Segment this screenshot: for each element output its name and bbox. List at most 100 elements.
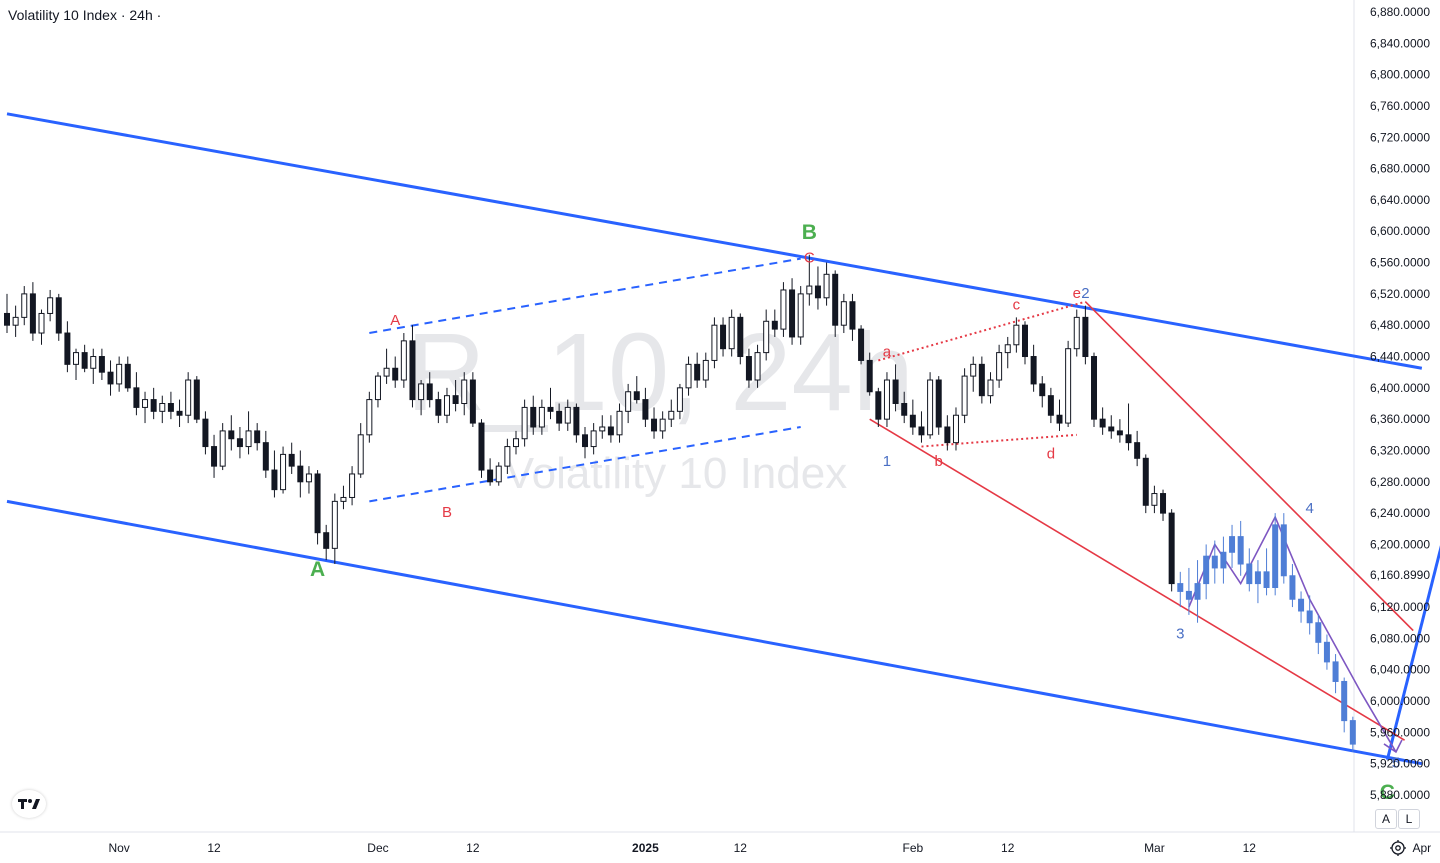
candle (573, 403, 580, 443)
candle-body (564, 406, 571, 424)
candle (676, 383, 683, 420)
candle-body (1220, 551, 1227, 569)
candle-body (107, 371, 114, 385)
candle (418, 380, 425, 416)
candle-body (858, 328, 865, 361)
wave-label: 1 (883, 453, 891, 470)
candle (452, 380, 459, 412)
x-tick-label: 12 (207, 841, 221, 855)
y-tick-label: 6,160.8990 (1370, 568, 1430, 582)
gear-icon[interactable] (1388, 838, 1408, 858)
wave-label: B (802, 221, 817, 244)
wave-label: C (804, 250, 815, 267)
candle (1021, 321, 1028, 365)
candle (1332, 654, 1339, 694)
candle-body (435, 399, 442, 416)
tradingview-logo-icon[interactable] (12, 790, 46, 818)
candle-body (711, 324, 718, 361)
x-tick-label: 12 (1243, 841, 1257, 855)
candle-body (1030, 356, 1037, 385)
candle-body (556, 410, 563, 424)
candle-body (1254, 571, 1261, 585)
candle-body (1056, 414, 1063, 424)
candle (487, 458, 494, 486)
candle-body (133, 387, 140, 408)
candle-body (935, 379, 942, 428)
candle (866, 352, 873, 396)
candle-body (219, 430, 226, 467)
candle (875, 387, 882, 427)
candle-body (383, 367, 390, 377)
candle (1203, 544, 1210, 600)
candle-body (1289, 575, 1296, 600)
candle (789, 278, 796, 345)
candle-body (90, 356, 97, 369)
y-tick-label: 6,200.0000 (1370, 537, 1430, 551)
candle-body (1341, 680, 1348, 722)
candle (1073, 309, 1080, 357)
candle (728, 309, 735, 357)
candle-body (521, 406, 528, 440)
candle (461, 372, 468, 416)
candle (582, 426, 589, 459)
log-scale-button[interactable]: L (1398, 809, 1420, 829)
candle-body (64, 332, 71, 365)
candle (374, 372, 381, 408)
candle-body (763, 320, 770, 354)
candle-body (970, 363, 977, 377)
candle-body (478, 422, 485, 471)
x-tick-label: Mar (1144, 841, 1165, 855)
candle (280, 446, 287, 494)
candle (702, 352, 709, 388)
candle (1125, 403, 1132, 451)
candle-body (47, 297, 54, 314)
candle-body (193, 379, 200, 420)
trendline-dotted (878, 300, 1086, 362)
candle (193, 376, 200, 424)
candle-body (469, 379, 476, 424)
candle (150, 387, 157, 420)
y-tick-label: 6,560.0000 (1370, 256, 1430, 270)
candle-body (901, 403, 908, 416)
candle (167, 391, 174, 420)
candle-body (262, 442, 269, 471)
y-tick-label: 6,320.0000 (1370, 443, 1430, 457)
candle (98, 348, 105, 381)
time-axis[interactable]: Nov12Dec12202512Feb12Mar12Apr12 (108, 841, 1440, 855)
candle-body (400, 340, 407, 381)
candle-body (418, 383, 425, 401)
y-tick-label: 6,800.0000 (1370, 68, 1430, 82)
candle (1082, 305, 1089, 365)
candle (547, 387, 554, 420)
candle (642, 387, 649, 427)
candle-body (1332, 661, 1339, 682)
candle (1263, 548, 1270, 596)
y-tick-label: 6,360.0000 (1370, 412, 1430, 426)
auto-scale-button[interactable]: A (1375, 809, 1397, 829)
candle-body (1039, 383, 1046, 397)
candle (901, 391, 908, 424)
candle (1272, 513, 1279, 596)
y-tick-label: 5,960.0000 (1370, 725, 1430, 739)
y-tick-label: 6,240.0000 (1370, 506, 1430, 520)
candle-body (720, 324, 727, 350)
y-tick-label: 6,080.0000 (1370, 631, 1430, 645)
candle (996, 344, 1003, 388)
candle (918, 411, 925, 443)
candle-body (331, 500, 338, 549)
candle-body (81, 352, 88, 369)
candle (254, 423, 261, 451)
x-tick-label: Nov (108, 841, 129, 855)
gear-glyph (1390, 840, 1406, 856)
candle-body (685, 363, 692, 389)
trendline-red (1084, 301, 1414, 632)
candle (340, 485, 347, 510)
candle-body (98, 356, 105, 373)
candle (1237, 520, 1244, 576)
price-axis[interactable]: 6,880.0000 6,840.0000 6,800.0000 6,760.0000… (1370, 5, 1430, 802)
candle (944, 415, 951, 451)
candle (892, 364, 899, 412)
wave-label: A (310, 558, 325, 581)
candle-body (1323, 641, 1330, 663)
